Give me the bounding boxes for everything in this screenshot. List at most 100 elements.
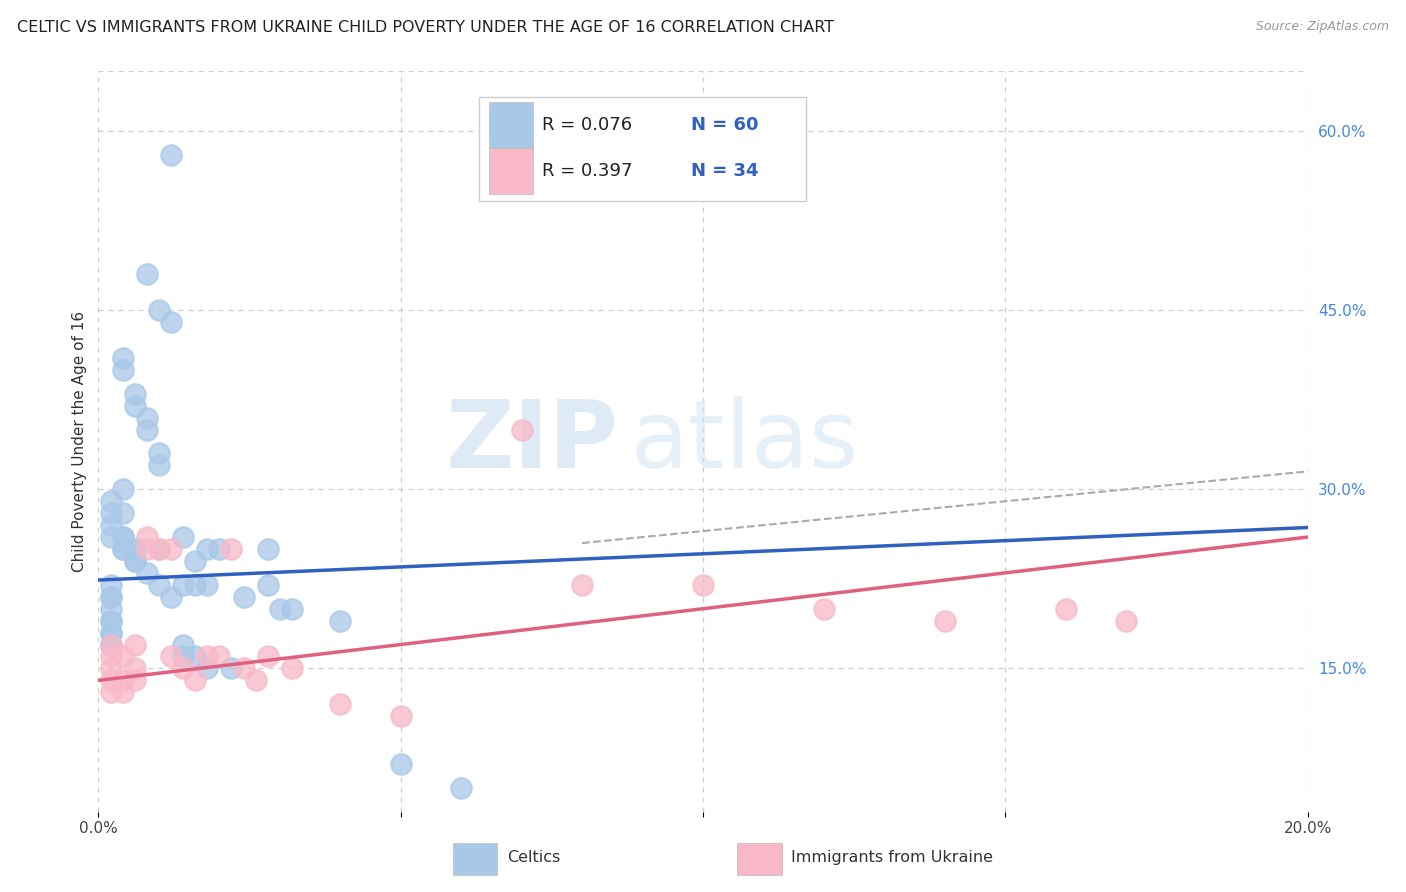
Point: [148, 458, 170, 473]
Point: [111, 649, 134, 664]
Point: [389, 756, 412, 771]
Point: [232, 590, 254, 604]
Point: [124, 673, 146, 688]
Point: [195, 649, 218, 664]
Point: [184, 649, 207, 664]
Point: [172, 638, 194, 652]
Point: [195, 578, 218, 592]
Point: [124, 554, 146, 568]
FancyBboxPatch shape: [489, 103, 533, 148]
Point: [111, 673, 134, 688]
Point: [148, 541, 170, 556]
Point: [111, 363, 134, 377]
Point: [135, 566, 157, 580]
Point: [100, 673, 122, 688]
Point: [111, 541, 134, 556]
Point: [100, 530, 122, 544]
Point: [172, 578, 194, 592]
Point: [111, 530, 134, 544]
Text: Celtics: Celtics: [508, 850, 561, 865]
Point: [232, 661, 254, 675]
Point: [160, 148, 183, 162]
Text: ZIP: ZIP: [446, 395, 619, 488]
Point: [329, 614, 352, 628]
Text: N = 60: N = 60: [690, 117, 758, 135]
Point: [389, 709, 412, 723]
Point: [124, 638, 146, 652]
Point: [111, 541, 134, 556]
Point: [281, 601, 304, 615]
Point: [124, 386, 146, 401]
Point: [135, 268, 157, 282]
Point: [184, 578, 207, 592]
Text: atlas: atlas: [630, 395, 859, 488]
Point: [195, 661, 218, 675]
Point: [111, 506, 134, 520]
Point: [256, 541, 278, 556]
Point: [329, 698, 352, 712]
Point: [571, 578, 593, 592]
Point: [124, 541, 146, 556]
Point: [269, 601, 291, 615]
Point: [1054, 601, 1077, 615]
Point: [148, 303, 170, 318]
Point: [135, 530, 157, 544]
Point: [100, 625, 122, 640]
Point: [281, 661, 304, 675]
Point: [100, 590, 122, 604]
Point: [100, 601, 122, 615]
Text: CELTIC VS IMMIGRANTS FROM UKRAINE CHILD POVERTY UNDER THE AGE OF 16 CORRELATION : CELTIC VS IMMIGRANTS FROM UKRAINE CHILD …: [17, 20, 834, 35]
Point: [111, 483, 134, 497]
Point: [160, 590, 183, 604]
FancyBboxPatch shape: [479, 97, 806, 201]
Point: [172, 530, 194, 544]
Text: Immigrants from Ukraine: Immigrants from Ukraine: [792, 850, 993, 865]
Point: [256, 649, 278, 664]
Point: [100, 494, 122, 508]
Text: R = 0.076: R = 0.076: [543, 117, 633, 135]
Point: [100, 649, 122, 664]
Point: [100, 506, 122, 520]
Point: [100, 625, 122, 640]
Point: [692, 578, 714, 592]
Point: [813, 601, 835, 615]
Point: [208, 649, 231, 664]
Point: [124, 399, 146, 413]
Point: [148, 578, 170, 592]
Point: [100, 685, 122, 699]
Point: [100, 614, 122, 628]
Point: [100, 518, 122, 533]
Point: [934, 614, 956, 628]
Point: [148, 446, 170, 460]
Point: [100, 661, 122, 675]
FancyBboxPatch shape: [737, 843, 782, 875]
FancyBboxPatch shape: [453, 843, 498, 875]
Point: [124, 554, 146, 568]
Point: [221, 541, 243, 556]
Point: [221, 661, 243, 675]
Point: [124, 661, 146, 675]
Point: [1115, 614, 1137, 628]
Text: R = 0.397: R = 0.397: [543, 162, 633, 180]
Point: [172, 649, 194, 664]
Point: [245, 673, 267, 688]
Point: [172, 661, 194, 675]
Point: [195, 541, 218, 556]
Point: [100, 614, 122, 628]
Point: [111, 685, 134, 699]
Point: [100, 638, 122, 652]
Point: [184, 673, 207, 688]
Point: [160, 541, 183, 556]
Point: [135, 541, 157, 556]
Point: [450, 780, 472, 795]
Point: [111, 351, 134, 365]
Y-axis label: Child Poverty Under the Age of 16: Child Poverty Under the Age of 16: [72, 311, 87, 572]
Point: [135, 410, 157, 425]
Point: [208, 541, 231, 556]
Point: [124, 541, 146, 556]
Point: [148, 541, 170, 556]
Point: [160, 649, 183, 664]
Point: [111, 530, 134, 544]
Point: [100, 638, 122, 652]
Point: [100, 638, 122, 652]
